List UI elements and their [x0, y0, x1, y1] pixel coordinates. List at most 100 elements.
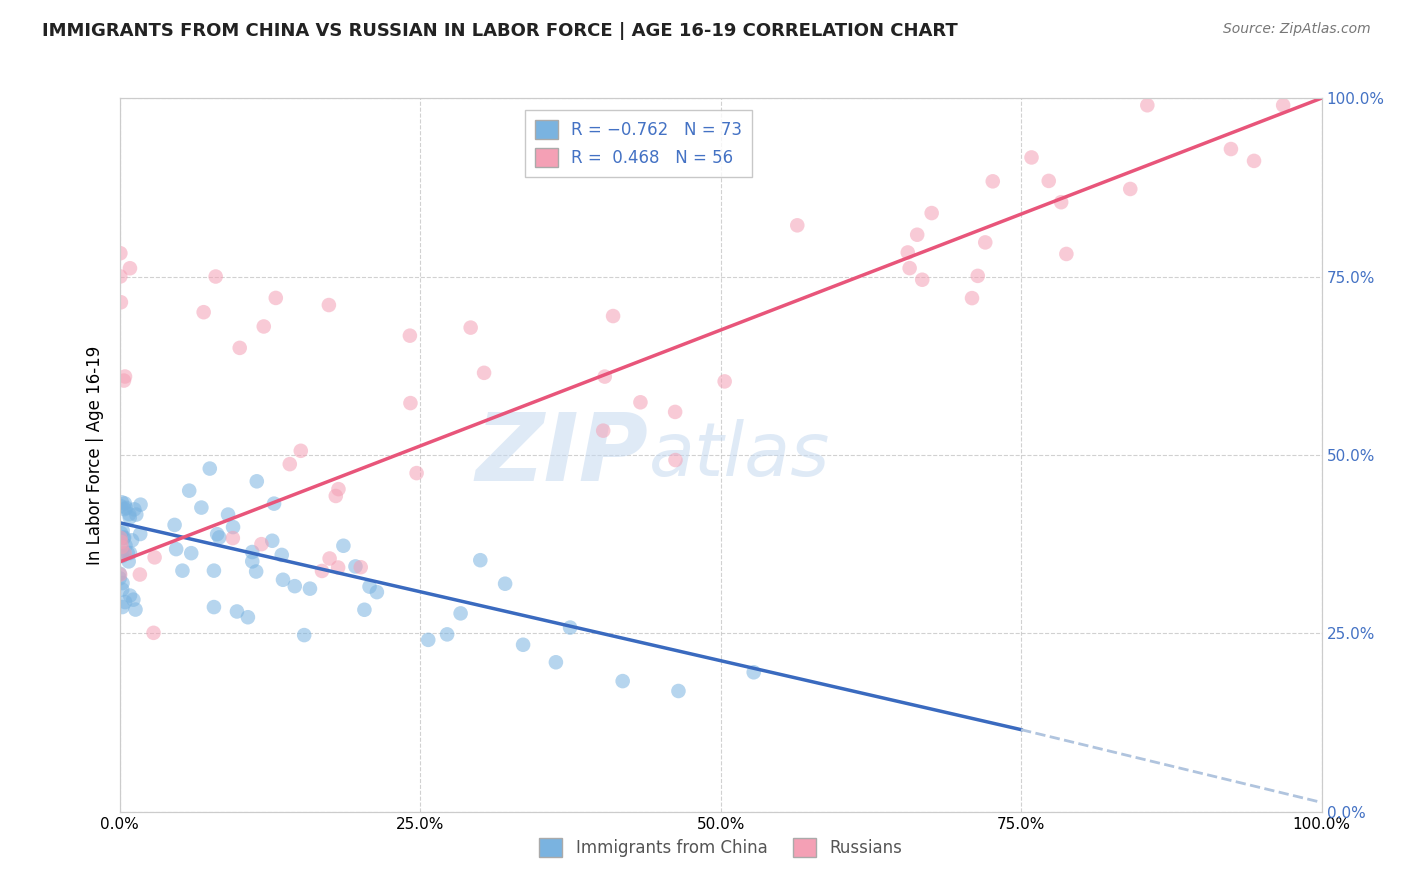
Point [112, 531, 135, 545]
Point [544, 655, 567, 669]
Point [1021, 151, 1043, 165]
Point [405, 466, 427, 480]
Point [450, 607, 472, 621]
Point [163, 517, 186, 532]
Point [118, 546, 141, 560]
Point [124, 602, 146, 616]
Point [271, 573, 294, 587]
Point [328, 482, 350, 496]
Point [205, 527, 228, 541]
Point [628, 395, 651, 409]
Point [204, 269, 226, 284]
Point [472, 366, 495, 380]
Point [460, 320, 482, 334]
Point [311, 564, 333, 578]
Point [121, 533, 143, 548]
Point [921, 206, 943, 220]
Point [359, 580, 381, 594]
Point [966, 268, 988, 283]
Point [142, 625, 165, 640]
Point [110, 246, 132, 260]
Point [713, 375, 735, 389]
Point [494, 576, 516, 591]
Point [593, 369, 616, 384]
Point [905, 227, 928, 242]
Point [165, 542, 187, 557]
Point [253, 319, 276, 334]
Point [350, 560, 373, 574]
Point [1272, 98, 1295, 112]
Point [664, 453, 686, 467]
Point [114, 496, 136, 510]
Point [470, 553, 492, 567]
Point [240, 554, 263, 568]
Point [353, 603, 375, 617]
Point [111, 549, 134, 563]
Point [399, 328, 422, 343]
Point [981, 174, 1004, 188]
Point [228, 341, 252, 355]
Point [108, 567, 131, 582]
Point [110, 531, 132, 545]
Point [112, 546, 135, 560]
Point [118, 510, 141, 524]
Point [193, 305, 215, 319]
Point [664, 405, 686, 419]
Point [202, 564, 225, 578]
Point [125, 508, 148, 522]
Point [245, 565, 267, 579]
Point [1050, 195, 1073, 210]
Point [179, 483, 201, 498]
Point [270, 548, 292, 562]
Point [110, 295, 132, 310]
Point [898, 261, 921, 276]
Point [115, 500, 138, 515]
Point [246, 475, 269, 489]
Point [512, 638, 534, 652]
Point [111, 576, 134, 591]
Text: Source: ZipAtlas.com: Source: ZipAtlas.com [1223, 22, 1371, 37]
Point [262, 533, 284, 548]
Point [344, 559, 367, 574]
Point [436, 627, 458, 641]
Legend: Immigrants from China, Russians: Immigrants from China, Russians [533, 831, 908, 864]
Point [128, 567, 150, 582]
Point [602, 309, 624, 323]
Point [263, 497, 285, 511]
Point [399, 396, 422, 410]
Point [1038, 174, 1060, 188]
Point [118, 554, 141, 568]
Point [897, 245, 920, 260]
Point [108, 566, 131, 581]
Point [1119, 182, 1142, 196]
Point [118, 589, 141, 603]
Point [114, 369, 136, 384]
Point [222, 531, 245, 545]
Point [122, 592, 145, 607]
Text: ZIP: ZIP [475, 409, 648, 501]
Point [112, 531, 135, 545]
Point [332, 539, 354, 553]
Point [114, 539, 136, 553]
Point [111, 495, 134, 509]
Point [108, 571, 131, 585]
Point [111, 540, 134, 554]
Point [129, 527, 152, 541]
Point [110, 269, 132, 284]
Point [111, 600, 134, 615]
Text: atlas: atlas [648, 419, 830, 491]
Point [284, 579, 307, 593]
Point [117, 546, 139, 560]
Point [114, 595, 136, 609]
Point [114, 546, 136, 560]
Point [318, 551, 340, 566]
Point [236, 610, 259, 624]
Point [292, 628, 315, 642]
Point [114, 502, 136, 516]
Point [111, 582, 134, 597]
Point [217, 508, 239, 522]
Point [318, 298, 340, 312]
Point [110, 499, 132, 513]
Point [668, 684, 690, 698]
Point [202, 600, 225, 615]
